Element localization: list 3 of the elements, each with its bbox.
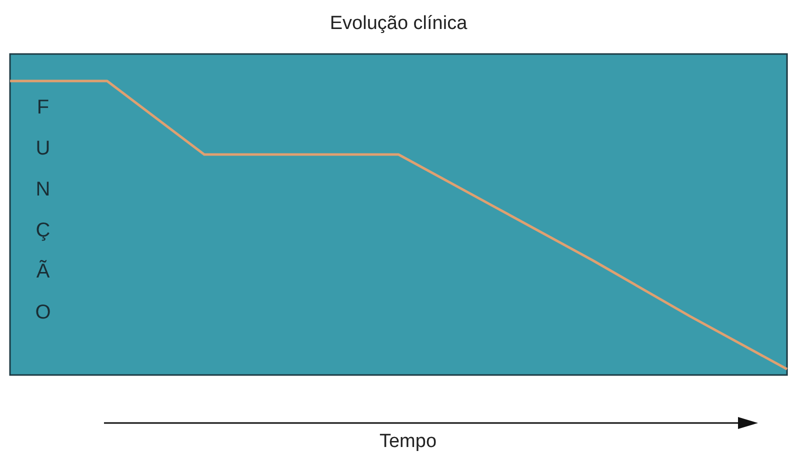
- chart-title: Evolução clínica: [330, 13, 468, 34]
- x-axis-title: Tempo: [379, 431, 437, 452]
- y-axis-title: FUNÇÃO: [35, 96, 51, 324]
